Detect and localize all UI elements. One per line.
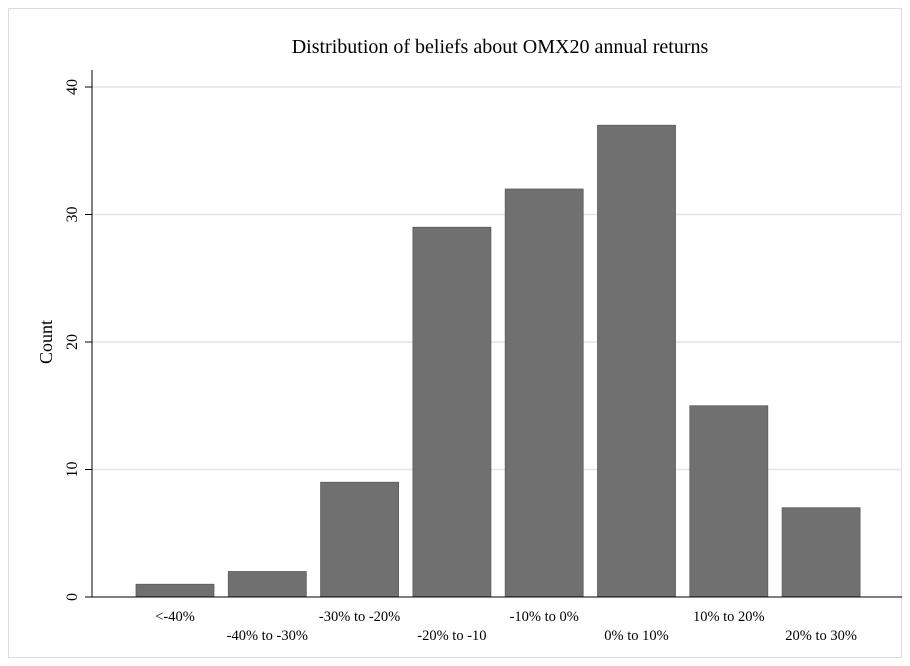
y-tick-label: 0: [64, 593, 81, 601]
x-category-label: -20% to -10: [417, 628, 486, 644]
x-category-label: -10% to 0%: [510, 609, 579, 625]
x-category-label: 0% to 10%: [604, 628, 668, 644]
y-tick-label: 10: [64, 462, 81, 478]
x-category-label: -40% to -30%: [227, 628, 308, 644]
bar: [412, 226, 492, 598]
chart-title: Distribution of beliefs about OMX20 annu…: [292, 36, 709, 58]
y-tick-label: 20: [64, 334, 81, 350]
bar: [689, 405, 769, 598]
bar: [781, 507, 861, 598]
x-category-label: 10% to 20%: [693, 609, 765, 625]
x-category-label: <-40%: [155, 609, 195, 625]
y-axis-title: Count: [36, 320, 56, 364]
y-tick-label: 30: [64, 207, 81, 223]
bar: [597, 124, 676, 598]
x-category-label: -30% to -20%: [319, 609, 400, 625]
bar: [320, 481, 400, 598]
bars: [135, 124, 861, 598]
gridlines: [92, 86, 902, 471]
axes: 0 10 20 30 40: [64, 70, 902, 601]
x-category-label: 20% to 30%: [785, 628, 857, 644]
bar: [135, 583, 215, 598]
bar: [504, 188, 584, 598]
category-labels: <-40% -40% to -30% -30% to -20% -20% to -10…: [155, 609, 857, 644]
bar: [227, 571, 307, 598]
y-tick-label: 40: [64, 79, 81, 95]
